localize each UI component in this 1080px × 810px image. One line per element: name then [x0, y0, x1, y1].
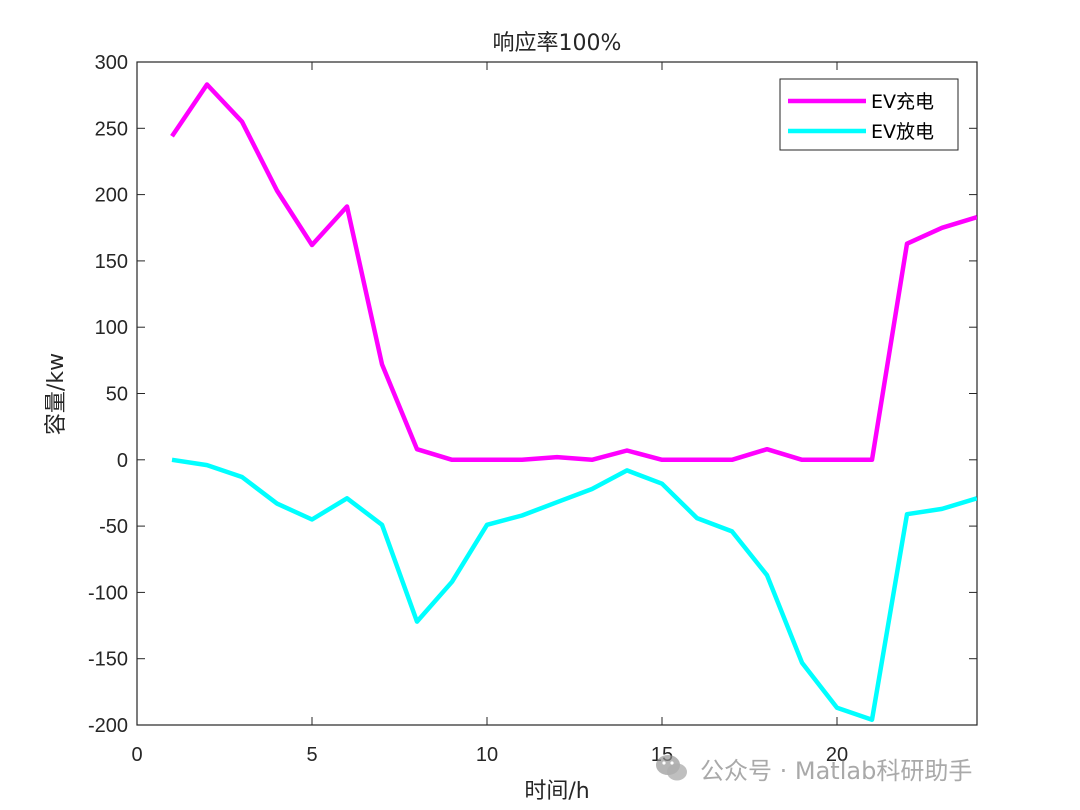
wechat-icon: [656, 755, 687, 781]
series-line-1: [170, 82, 977, 463]
legend-box: [779, 78, 959, 151]
x-tick-label: 20: [826, 744, 848, 766]
series-layer: [170, 82, 977, 722]
plot-frame: [136, 61, 978, 726]
watermark: 公众号 · Matlab科研助手: [652, 748, 972, 788]
y-tick-label: -150: [88, 649, 128, 671]
legend: EV充电 EV放电: [779, 78, 959, 151]
watermark-text: 公众号 · Matlab科研助手: [700, 756, 973, 785]
y-axis: 300 250 200 150 100 50 0 -50 -100 -150 -200: [88, 52, 977, 737]
x-tick-label: 10: [476, 744, 498, 766]
chart-title: 响应率100%: [493, 31, 622, 56]
plot-area: [136, 61, 978, 726]
y-tick-label: 200: [95, 185, 128, 207]
y-tick-label: 300: [95, 52, 128, 74]
y-tick-label: 100: [95, 317, 128, 339]
x-tick-label: 5: [306, 744, 317, 766]
y-axis-label: 容量/kw: [44, 353, 69, 435]
y-tick-label: -50: [99, 516, 128, 538]
y-tick-label: 0: [117, 450, 128, 472]
x-tick-label: 0: [131, 744, 142, 766]
legend-label-2: EV放电: [871, 121, 934, 143]
y-tick-label: -200: [88, 715, 128, 737]
x-axis-label: 时间/h: [524, 779, 589, 804]
y-tick-label: 50: [106, 384, 128, 406]
y-tick-label: 150: [95, 251, 128, 273]
legend-label-1: EV充电: [871, 91, 934, 113]
y-tick-label: 250: [95, 118, 128, 140]
series-line-2: [171, 457, 977, 722]
y-tick-label: -100: [88, 582, 128, 604]
